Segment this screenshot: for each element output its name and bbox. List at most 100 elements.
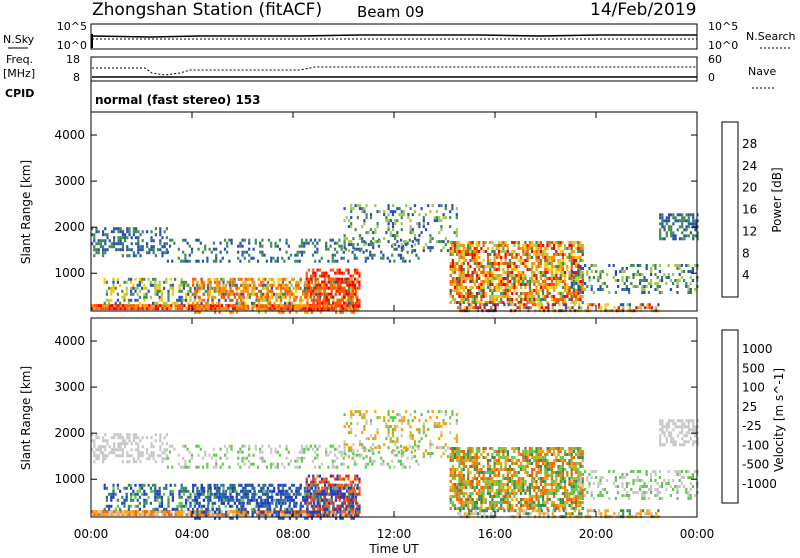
data-cell: [196, 281, 198, 284]
data-cell: [617, 285, 619, 288]
data-cell: [142, 307, 144, 310]
data-cell: [393, 466, 395, 469]
data-cell: [577, 295, 579, 298]
data-cell: [494, 492, 496, 495]
data-cell: [269, 299, 271, 302]
data-cell: [531, 471, 533, 474]
data-cell: [270, 245, 272, 248]
data-cell: [475, 303, 477, 306]
data-cell: [407, 213, 409, 216]
data-cell: [112, 281, 114, 284]
data-cell: [402, 260, 404, 263]
data-cell: [621, 276, 623, 279]
data-cell: [312, 242, 314, 245]
data-cell: [516, 504, 518, 507]
data-cell: [243, 287, 245, 290]
data-cell: [507, 453, 509, 456]
data-cell: [294, 260, 296, 263]
data-cell: [347, 293, 349, 296]
data-cell: [230, 304, 232, 307]
data-cell: [540, 298, 542, 301]
data-cell: [540, 450, 542, 453]
data-cell: [370, 422, 372, 425]
data-cell: [113, 513, 115, 516]
data-cell: [123, 487, 125, 490]
data-cell: [496, 453, 498, 456]
data-cell: [248, 242, 250, 245]
data-cell: [527, 459, 529, 462]
data-cell: [472, 292, 474, 295]
data-cell: [323, 299, 325, 302]
data-cell: [469, 453, 471, 456]
data-cell: [454, 268, 456, 271]
data-cell: [487, 247, 489, 250]
data-cell: [474, 474, 476, 477]
data-cell: [356, 463, 358, 466]
data-cell: [498, 262, 500, 265]
data-cell: [690, 276, 692, 279]
data-cell: [282, 293, 284, 296]
data-cell: [571, 241, 573, 244]
data-cell: [163, 487, 165, 490]
data-cell: [93, 439, 95, 442]
data-cell: [535, 483, 537, 486]
data-cell: [507, 277, 509, 280]
data-cell: [374, 231, 376, 234]
data-cell: [389, 260, 391, 263]
data-cell: [122, 304, 124, 307]
data-cell: [142, 445, 144, 448]
data-cell: [454, 477, 456, 480]
data-cell: [356, 454, 358, 457]
data-cell: [339, 284, 341, 287]
data-cell: [529, 247, 531, 250]
data-cell: [137, 513, 139, 516]
data-cell: [538, 247, 540, 250]
data-cell: [284, 290, 286, 293]
data-cell: [500, 504, 502, 507]
data-cell: [336, 287, 338, 290]
data-cell: [301, 460, 303, 463]
data-cell: [511, 283, 513, 286]
data-cell: [591, 285, 593, 288]
data-cell: [480, 292, 482, 295]
data-cell: [418, 445, 420, 448]
data-cell: [181, 508, 183, 511]
data-cell: [573, 256, 575, 259]
data-cell: [150, 281, 152, 284]
data-cell: [332, 487, 334, 490]
data-cell: [183, 493, 185, 496]
data-cell: [571, 256, 573, 259]
data-cell: [350, 240, 352, 243]
data-cell: [450, 250, 452, 253]
data-cell: [319, 287, 321, 290]
data-cell: [258, 299, 260, 302]
data-cell: [467, 495, 469, 498]
data-cell: [531, 268, 533, 271]
data-cell: [540, 247, 542, 250]
data-cell: [507, 292, 509, 295]
data-cell: [529, 447, 531, 450]
data-cell: [222, 257, 224, 260]
data-cell: [423, 431, 425, 434]
data-cell: [170, 493, 172, 496]
data-cell: [135, 436, 137, 439]
data-cell: [489, 468, 491, 471]
data-cell: [339, 293, 341, 296]
data-cell: [516, 241, 518, 244]
data-cell: [328, 278, 330, 281]
data-cell: [505, 462, 507, 465]
data-cell: [461, 477, 463, 480]
data-cell: [388, 410, 390, 413]
data-cell: [254, 305, 256, 308]
data-cell: [214, 278, 216, 281]
data-cell: [480, 289, 482, 292]
data-cell: [299, 281, 301, 284]
data-cell: [139, 502, 141, 505]
data-cell: [394, 425, 396, 428]
data-cell: [494, 256, 496, 259]
data-cell: [142, 513, 144, 516]
data-cell: [478, 498, 480, 501]
data-cell: [211, 505, 213, 508]
data-cell: [438, 425, 440, 428]
data-cell: [655, 306, 657, 309]
